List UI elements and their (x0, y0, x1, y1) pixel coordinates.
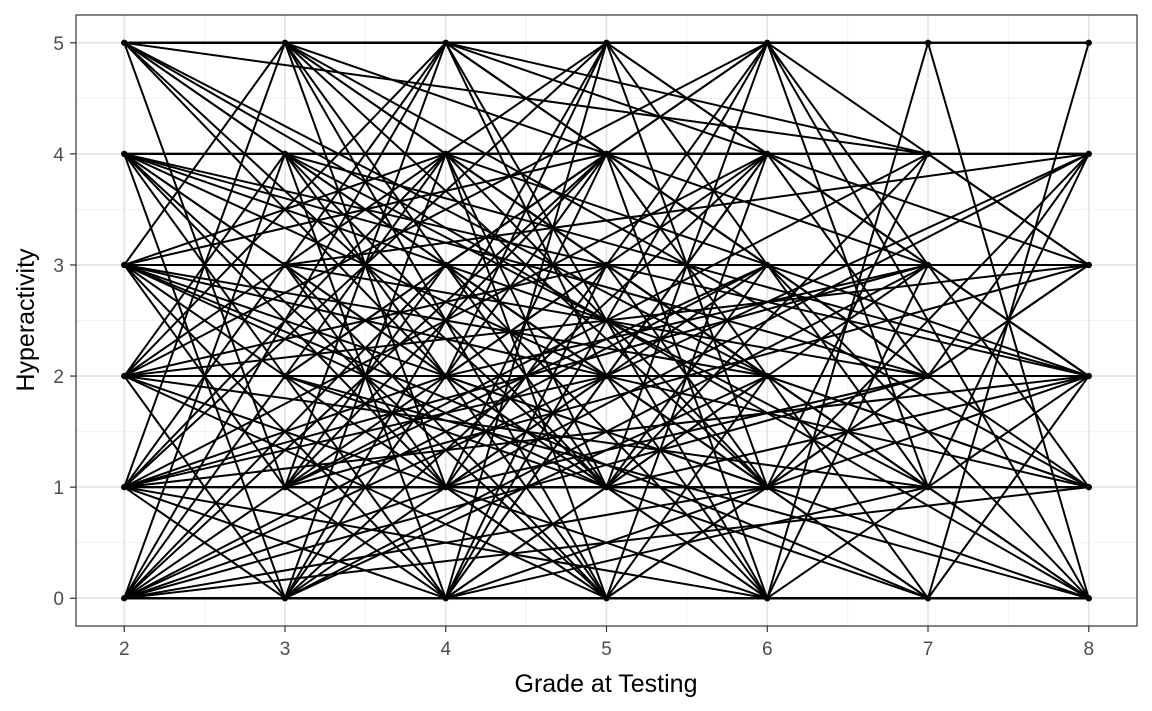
series-line (283, 41, 608, 600)
series-line (766, 41, 930, 489)
data-point (442, 372, 449, 380)
x-tick-label: 5 (601, 639, 612, 660)
data-point (442, 483, 449, 491)
data-point (1085, 150, 1092, 158)
data-point (603, 483, 610, 491)
data-point (281, 39, 289, 46)
series-line (123, 152, 286, 600)
data-point (764, 483, 771, 491)
data-point (442, 39, 449, 46)
series-line (605, 375, 769, 600)
series-line (444, 152, 608, 378)
data-point (764, 372, 771, 380)
data-point (924, 261, 932, 269)
data-point (1085, 372, 1092, 380)
y-tick-label: 2 (53, 367, 64, 388)
data-point (442, 150, 449, 158)
series-line (927, 263, 1090, 489)
series-line (123, 263, 286, 378)
y-tick-label: 1 (53, 478, 64, 499)
data-point (603, 595, 610, 602)
series-line (123, 41, 769, 378)
data-point (121, 261, 128, 269)
data-point (442, 261, 449, 269)
series-line (444, 152, 608, 600)
series-line (766, 41, 1090, 600)
data-point (121, 39, 128, 46)
data-point (121, 372, 128, 380)
series-line (766, 263, 930, 489)
data-point (1085, 39, 1092, 46)
data-point (603, 39, 610, 46)
series-line (766, 263, 1090, 600)
axes: 2 3 4 5 6 7 8 0 1 2 3 4 5 (53, 34, 1094, 660)
series-line (927, 375, 1090, 600)
data-point (764, 39, 771, 46)
data-point (764, 150, 771, 158)
series-line (927, 263, 1090, 378)
x-tick-label: 3 (280, 639, 291, 660)
series-line (283, 152, 447, 600)
series-line (766, 41, 930, 266)
series-line (123, 41, 447, 378)
series-line (766, 375, 930, 600)
data-point (281, 372, 289, 380)
data-point (764, 261, 771, 269)
x-tick-label: 6 (762, 639, 773, 660)
y-tick-label: 4 (53, 145, 64, 166)
x-tick-label: 4 (440, 639, 451, 660)
data-point (924, 39, 932, 46)
data-point (121, 150, 128, 158)
data-point (603, 150, 610, 158)
y-axis-title: Hyperactivity (12, 248, 40, 392)
series-line (123, 486, 769, 600)
data-point (281, 483, 289, 491)
data-point (442, 595, 449, 602)
series-line (605, 41, 769, 266)
data-point (121, 483, 128, 491)
data-points (121, 39, 1092, 602)
series-line (605, 152, 930, 489)
data-point (764, 595, 771, 602)
y-tick-label: 3 (53, 256, 64, 277)
series-line (927, 152, 1090, 266)
data-point (603, 372, 610, 380)
x-axis-title: Grade at Testing (515, 670, 698, 698)
data-point (121, 595, 128, 602)
series-line (283, 41, 447, 266)
data-point (924, 150, 932, 158)
data-point (281, 261, 289, 269)
data-point (1085, 595, 1092, 602)
x-tick-label: 8 (1083, 639, 1094, 660)
series-line (927, 152, 1090, 378)
data-point (281, 150, 289, 158)
series-line (283, 375, 447, 600)
series-line (123, 486, 286, 600)
series-line (123, 41, 286, 489)
x-tick-label: 7 (923, 639, 934, 660)
data-point (1085, 483, 1092, 491)
data-point (603, 261, 610, 269)
data-point (1085, 261, 1092, 269)
data-point (924, 483, 932, 491)
series-line (766, 152, 930, 489)
data-point (281, 595, 289, 602)
series-line (123, 486, 447, 600)
data-point (924, 372, 932, 380)
series-line (605, 152, 769, 600)
data-point (924, 595, 932, 602)
y-tick-label: 5 (53, 34, 64, 55)
series-line (605, 41, 769, 489)
x-tick-label: 2 (119, 639, 130, 660)
series-line (766, 263, 930, 600)
y-tick-label: 0 (53, 589, 64, 610)
